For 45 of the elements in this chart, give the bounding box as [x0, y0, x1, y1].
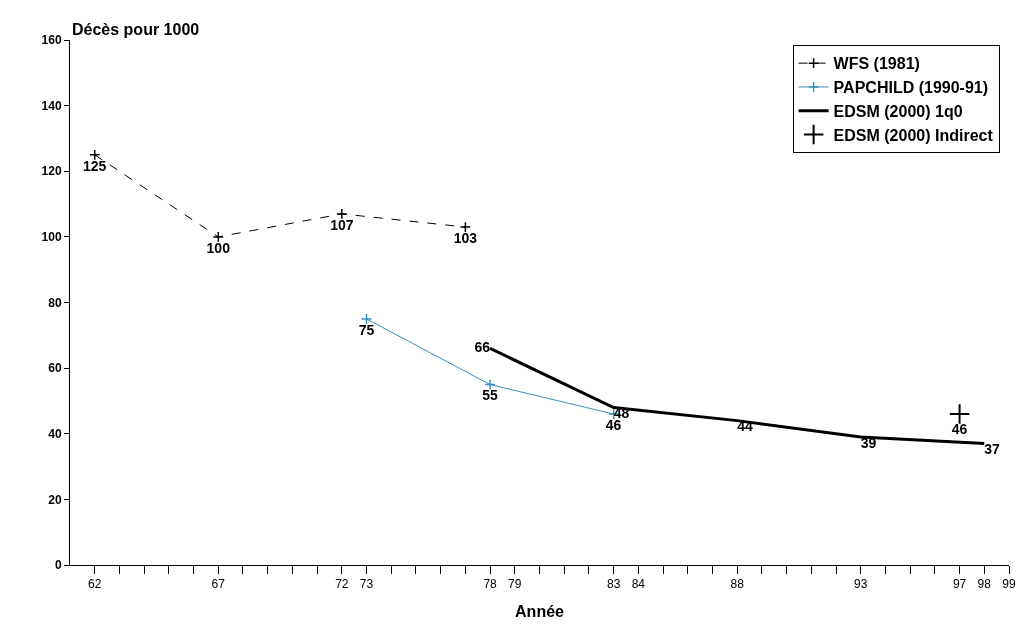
point	[948, 403, 971, 425]
data-label: 125	[83, 157, 107, 174]
x-tick-label: 83	[606, 577, 621, 592]
data-label: 107	[330, 216, 354, 233]
data-label: 75	[358, 321, 375, 338]
x-axis-title: Année	[515, 603, 565, 621]
x-tick-label: 73	[359, 577, 374, 592]
y-tick-label: 20	[48, 492, 62, 507]
point	[212, 231, 224, 243]
y-tick-label: 80	[48, 295, 62, 310]
y-tick-label: 120	[41, 164, 62, 179]
x-tick-label: 99	[1002, 577, 1016, 592]
legend-label: WFS (1981)	[833, 55, 920, 73]
data-label: 55	[482, 387, 499, 404]
point	[459, 221, 472, 233]
y-tick-label: 40	[48, 426, 62, 441]
data-label: 46	[951, 421, 968, 438]
point	[484, 378, 496, 391]
legend-label: EDSM (2000) Indirect	[833, 126, 994, 144]
x-tick-label: 98	[977, 577, 992, 592]
x-tick-label: 72	[335, 577, 349, 592]
point	[89, 149, 101, 161]
point	[360, 313, 373, 325]
point	[336, 208, 348, 220]
y-tick-label: 140	[41, 98, 62, 113]
x-tick-label: 67	[211, 577, 226, 592]
data-label: 100	[206, 239, 231, 256]
legend-label: EDSM (2000) 1q0	[833, 102, 963, 120]
x-tick-label: 93	[854, 577, 868, 592]
y-axis-title: Décès pour 1000	[72, 21, 200, 38]
data-label: 39	[860, 434, 877, 451]
x-tick-label: 97	[952, 577, 967, 592]
y-tick-label: 60	[48, 361, 62, 376]
x-tick-label: 88	[730, 577, 745, 592]
y-tick-label: 160	[41, 33, 62, 48]
data-label: 66	[474, 338, 491, 355]
x-tick-label: 78	[483, 577, 498, 592]
data-label: 103	[453, 229, 478, 246]
x-tick-label: 84	[631, 577, 646, 592]
y-tick-label: 0	[54, 558, 62, 573]
y-tick-label: 100	[41, 230, 62, 245]
x-tick-label: 62	[88, 577, 102, 592]
x-tick-label: 79	[508, 577, 522, 592]
legend-label: PAPCHILD (1990-91)	[833, 79, 989, 97]
data-label: 37	[984, 441, 1001, 458]
